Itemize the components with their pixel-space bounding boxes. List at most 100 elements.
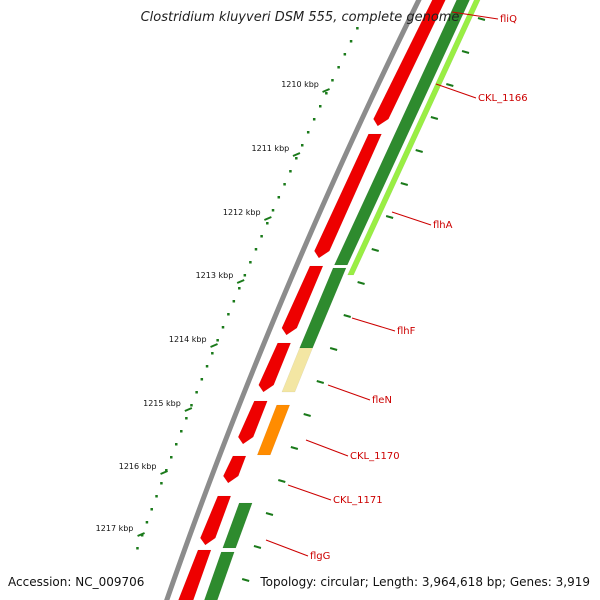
- gene-flhA-leader: [391, 211, 432, 226]
- scale-dot: [136, 547, 139, 550]
- gene-fleN: fleN: [372, 395, 392, 406]
- feature-tick: [430, 116, 439, 120]
- gene-flgG: flgG: [310, 551, 330, 562]
- accession-text: Accession: NC_009706: [8, 575, 145, 589]
- gene-CKL_1171-leader: [287, 484, 332, 501]
- feature-tick: [477, 17, 486, 21]
- scale-dot: [243, 274, 247, 277]
- cds-next: [178, 549, 212, 600]
- cds-flhF: [281, 265, 324, 336]
- backbone-line: [164, 0, 422, 600]
- gene-flgG-leader: [265, 539, 309, 557]
- feature-tick: [400, 182, 409, 186]
- scale-dot: [140, 534, 144, 537]
- tick-1217: 1217 kbp: [96, 524, 134, 533]
- scale-dot: [205, 365, 209, 368]
- scale-dot: [260, 235, 263, 238]
- gene-flhF-leader: [351, 317, 396, 332]
- scale-dot: [271, 209, 275, 212]
- cog-band-CKL_1170: [256, 404, 291, 456]
- feature-tick: [371, 248, 380, 252]
- scale-major-tick: [263, 216, 272, 221]
- cds-fliQ-region: [373, 0, 446, 127]
- scale-dot: [195, 391, 198, 394]
- scale-dot: [331, 79, 334, 82]
- scale-major-tick: [292, 152, 301, 157]
- feature-tick: [329, 347, 338, 351]
- feature-tick: [265, 512, 274, 516]
- gene-fleN-leader: [327, 384, 371, 401]
- scale-major-tick: [184, 407, 193, 412]
- scale-dot: [216, 339, 219, 342]
- scale-dot: [300, 144, 304, 147]
- cog-band-fliQ: [333, 0, 470, 266]
- scale-dot: [221, 326, 225, 329]
- scale-dot: [266, 222, 269, 225]
- scale-dot: [349, 40, 353, 43]
- scale-dot: [277, 196, 281, 199]
- label-leader-lines: [265, 11, 499, 557]
- gene-fliQ: fliQ: [500, 14, 517, 25]
- tick-1210: 1210 kbp: [281, 80, 319, 89]
- cog-band-flgG: [222, 502, 253, 549]
- scale-dot: [249, 261, 252, 264]
- feature-tick: [278, 479, 286, 483]
- scale-dot: [150, 508, 153, 511]
- scale-dot: [238, 287, 241, 290]
- gene-fliQ-leader: [451, 11, 499, 20]
- scale-dot: [283, 183, 286, 186]
- cog-band-next: [204, 551, 235, 600]
- feature-tick: [343, 314, 352, 318]
- scale-dot: [227, 313, 230, 316]
- scale-dot: [289, 170, 292, 173]
- feature-tick: [357, 281, 365, 285]
- feature-tick: [303, 413, 311, 417]
- scale-dot: [170, 456, 173, 459]
- tick-1211: 1211 kbp: [252, 144, 290, 153]
- scale-dot: [312, 118, 316, 121]
- backbone-arc: [164, 0, 422, 600]
- scale-dot: [211, 352, 214, 355]
- scale-dot: [175, 443, 178, 446]
- scale-dot: [160, 482, 163, 485]
- gene-CKL_1166-leader: [435, 83, 477, 99]
- feature-tick: [415, 149, 423, 153]
- scale-dot: [190, 404, 193, 407]
- tick-1215: 1215 kbp: [143, 399, 181, 408]
- scale-dot: [232, 300, 236, 303]
- scale-major-tick: [322, 88, 330, 93]
- cds-flhA: [314, 133, 382, 259]
- scale-dot: [155, 495, 158, 498]
- cds-fleN: [258, 342, 292, 393]
- scale-labels: 1210 kbp 1211 kbp 1212 kbp 1213 kbp 1214 kbp…: [96, 80, 319, 533]
- scale-major-tick: [137, 532, 145, 537]
- scale-dot: [343, 53, 347, 56]
- topology-text: Topology: circular; Length: 3,964,618 bp…: [260, 575, 590, 589]
- scale-dot: [318, 105, 322, 108]
- gene-CKL_1170: CKL_1170: [350, 451, 400, 462]
- feature-tick: [446, 83, 454, 87]
- tick-1213: 1213 kbp: [196, 271, 234, 280]
- scale-major-tick: [210, 343, 218, 348]
- cds-CKL_1171: [223, 455, 247, 484]
- map-title: Clostridium kluyveri DSM 555, complete g…: [140, 10, 460, 25]
- cds-CKL_1170: [237, 400, 268, 445]
- scale-major-tick: [160, 470, 168, 475]
- tick-1214: 1214 kbp: [169, 335, 207, 344]
- feature-tick: [241, 578, 250, 582]
- gene-CKL_1166: CKL_1166: [478, 93, 528, 104]
- feature-tick: [385, 215, 394, 219]
- cog-band-fleN: [281, 347, 313, 393]
- cds-flgG: [200, 495, 232, 546]
- feature-tick: [290, 446, 299, 450]
- feature-tick: [253, 545, 262, 549]
- scale-dot: [180, 430, 183, 433]
- gene-flhA: flhA: [433, 220, 453, 231]
- tick-1212: 1212 kbp: [223, 208, 261, 217]
- scale-dot: [200, 378, 204, 381]
- scale-dot: [145, 521, 149, 524]
- feature-tick: [461, 50, 470, 54]
- scale-dot: [356, 27, 359, 30]
- scale-dot: [254, 248, 258, 251]
